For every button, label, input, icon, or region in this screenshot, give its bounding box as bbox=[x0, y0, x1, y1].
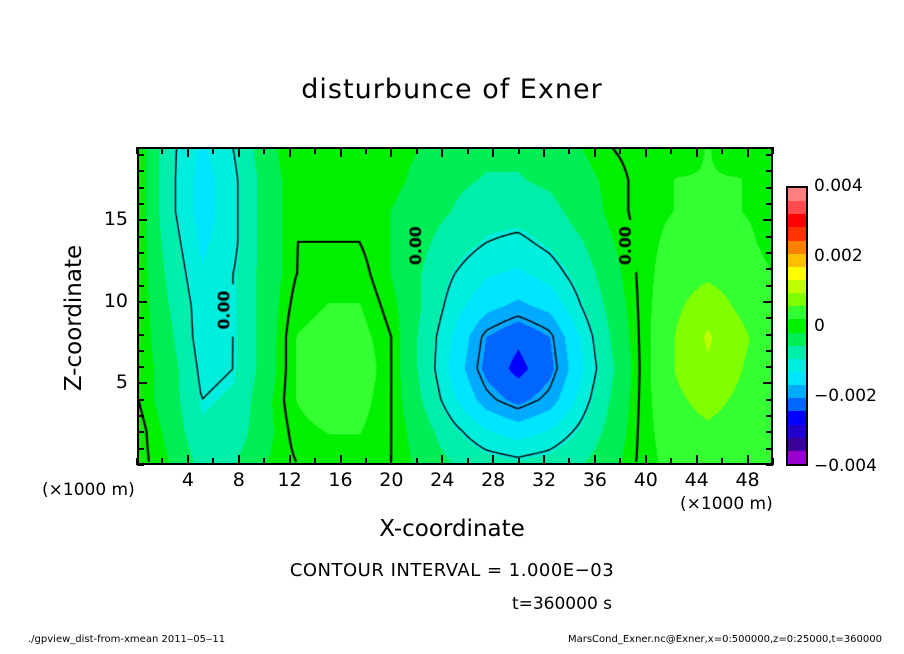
x-tick-label: 24 bbox=[430, 469, 455, 491]
colorbar-band bbox=[788, 253, 806, 267]
colorbar-band bbox=[788, 188, 806, 202]
colorbar-band bbox=[788, 411, 806, 425]
x-tick-label: 4 bbox=[181, 469, 194, 491]
footer-source: MarsCond_Exner.nc@Exner,x=0:500000,z=0:2… bbox=[567, 634, 882, 645]
colorbar-band bbox=[788, 332, 806, 346]
colorbar-band bbox=[788, 266, 806, 280]
x-tick-label: 28 bbox=[481, 469, 506, 491]
x-tick-label: 20 bbox=[379, 469, 404, 491]
y-axis-title: Z-coordinate bbox=[61, 244, 87, 392]
page-title: disturbunce of Exner bbox=[301, 74, 603, 105]
x-tick-label: 36 bbox=[582, 469, 607, 491]
y-tick-label: 15 bbox=[103, 208, 128, 231]
colorbar-band bbox=[788, 358, 806, 372]
colorbar-tick-label: −0.004 bbox=[814, 456, 877, 476]
x-tick-label: 16 bbox=[328, 469, 353, 491]
colorbar-band bbox=[788, 424, 806, 438]
colorbar-band bbox=[788, 279, 806, 294]
colorbar-band bbox=[788, 345, 806, 359]
colorbar-band bbox=[788, 214, 806, 228]
colorbar-band bbox=[788, 450, 806, 464]
y-tick-label: 10 bbox=[103, 289, 128, 312]
colorbar-tick-label: 0.002 bbox=[814, 246, 863, 266]
colorbar-band bbox=[788, 319, 806, 333]
colorbar-band bbox=[788, 227, 806, 241]
y-tick-label: 5 bbox=[115, 371, 128, 394]
colorbar-tick-label: 0 bbox=[814, 316, 825, 336]
x-tick-label: 32 bbox=[531, 469, 557, 491]
contour-interval-note: CONTOUR INTERVAL = 1.000E−03 bbox=[289, 560, 615, 581]
contour-plot-area[interactable] bbox=[137, 147, 773, 465]
x-tick-label: 44 bbox=[684, 469, 709, 491]
colorbar-band bbox=[788, 201, 806, 215]
x-tick-label: 8 bbox=[232, 469, 245, 491]
colorbar-band bbox=[788, 437, 806, 451]
colorbar-band bbox=[788, 398, 806, 412]
colorbar-band bbox=[788, 385, 806, 399]
colorbar-tick-label: −0.002 bbox=[814, 386, 877, 406]
colorbar-tick-label: 0.004 bbox=[814, 176, 863, 196]
footer-command: ./gpview_dist-from-xmean 2011‒05‒11 bbox=[28, 634, 226, 645]
x-unit-right-label: (×1000 m) bbox=[680, 494, 773, 514]
colorbar-band bbox=[788, 240, 806, 254]
x-tick-label: 40 bbox=[633, 469, 658, 491]
contour-field-canvas bbox=[139, 149, 771, 463]
colorbar-band bbox=[788, 306, 806, 320]
x-unit-left-label: (×1000 m) bbox=[42, 480, 135, 500]
x-tick-label: 12 bbox=[277, 469, 302, 491]
colorbar[interactable] bbox=[786, 186, 808, 466]
x-tick-label: 48 bbox=[735, 469, 760, 491]
x-axis-title: X-coordinate bbox=[379, 516, 525, 542]
timestamp-note: t=360000 s bbox=[511, 594, 613, 614]
colorbar-band bbox=[788, 293, 806, 307]
colorbar-band bbox=[788, 371, 806, 386]
